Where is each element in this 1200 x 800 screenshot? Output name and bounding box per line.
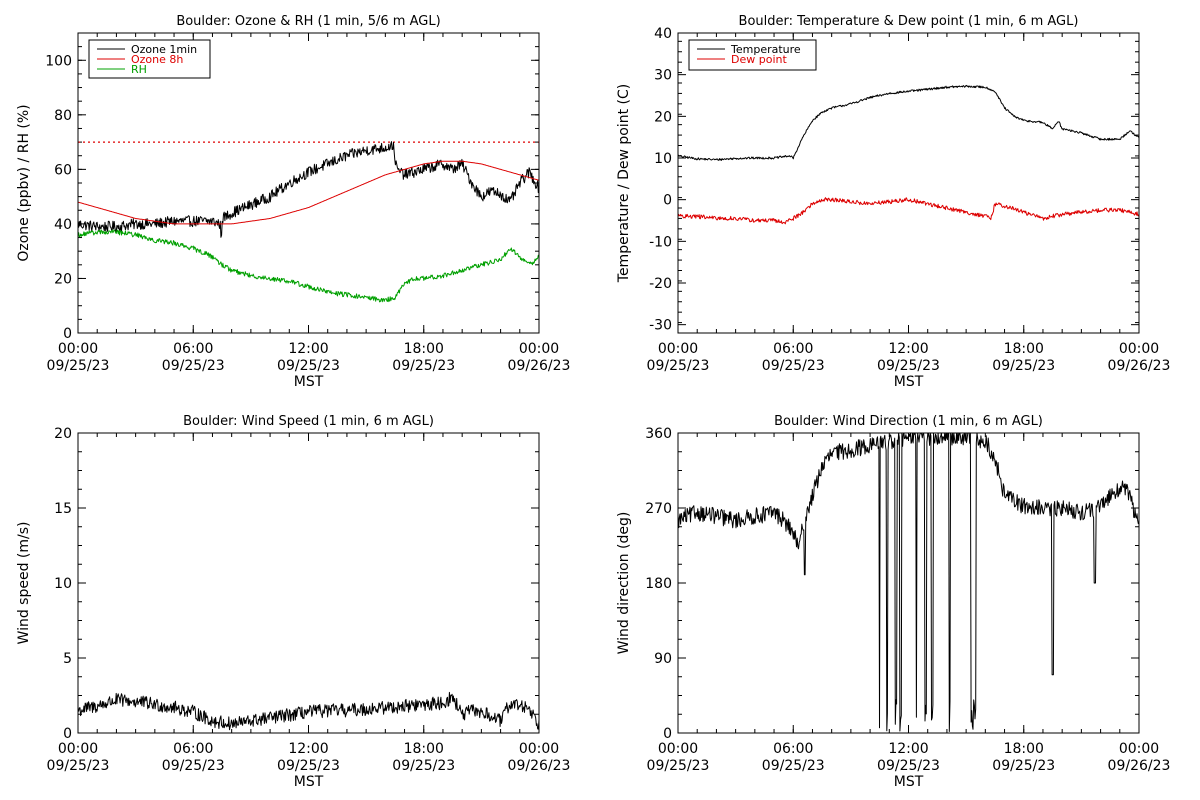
x-axis-label: MST: [894, 374, 924, 390]
x-tick-time-label: 00:00: [58, 341, 98, 357]
x-axis-label: MST: [894, 774, 924, 790]
y-tick-label: 10: [54, 576, 72, 592]
y-tick-label: 10: [654, 151, 672, 167]
legend-label: Dew point: [731, 53, 787, 66]
plot-frame: [677, 432, 1140, 734]
chart-title: Boulder: Wind Direction (1 min, 6 m AGL): [774, 414, 1043, 429]
y-tick-label: 20: [654, 109, 672, 125]
x-tick-time-label: 06:00: [173, 741, 213, 757]
series-line: [677, 84, 1140, 161]
legend-box: [688, 39, 817, 71]
x-tick-time-label: 06:00: [773, 741, 813, 757]
chart-title: Boulder: Ozone & RH (1 min, 5/6 m AGL): [176, 14, 440, 29]
y-tick-label: -10: [649, 234, 672, 250]
x-tick-date-label: 09/26/23: [1108, 758, 1171, 774]
y-axis-label: Temperature / Dew point (C): [616, 84, 632, 283]
y-tick-label: 40: [54, 217, 72, 233]
x-tick-time-label: 00:00: [58, 741, 98, 757]
y-tick-label: 180: [645, 576, 672, 592]
x-tick-date-label: 09/25/23: [47, 358, 110, 374]
y-tick-label: 60: [54, 162, 72, 178]
y-tick-label: 360: [645, 426, 672, 442]
x-tick-date-label: 09/25/23: [277, 758, 340, 774]
x-tick-time-label: 00:00: [519, 341, 559, 357]
series-line: [677, 432, 1140, 732]
chart-title: Boulder: Temperature & Dew point (1 min,…: [739, 14, 1079, 29]
x-tick-time-label: 18:00: [1004, 741, 1044, 757]
plot-frame: [77, 432, 540, 734]
legend-label: Temperature: [730, 43, 801, 56]
x-axis-label: MST: [294, 774, 324, 790]
y-tick-label: 0: [63, 326, 72, 342]
y-tick-label: 20: [54, 426, 72, 442]
y-tick-label: -20: [649, 276, 672, 292]
x-tick-time-label: 00:00: [658, 341, 698, 357]
y-tick-label: 90: [654, 651, 672, 667]
chart-title: Boulder: Wind Speed (1 min, 6 m AGL): [183, 414, 434, 429]
x-tick-date-label: 09/25/23: [162, 358, 225, 374]
y-tick-label: 5: [63, 651, 72, 667]
x-axis-label: MST: [294, 374, 324, 390]
y-axis-label: Wind speed (m/s): [16, 522, 32, 645]
x-tick-date-label: 09/25/23: [877, 758, 940, 774]
y-tick-label: 80: [54, 108, 72, 124]
y-tick-label: 0: [663, 726, 672, 742]
y-axis-label: Ozone (ppbv) / RH (%): [16, 104, 32, 261]
y-tick-label: -30: [649, 318, 672, 334]
x-tick-time-label: 18:00: [404, 741, 444, 757]
x-tick-date-label: 09/26/23: [508, 358, 571, 374]
x-tick-date-label: 09/25/23: [992, 758, 1055, 774]
y-tick-label: 30: [654, 68, 672, 84]
x-tick-date-label: 09/26/23: [1108, 358, 1171, 374]
x-tick-time-label: 00:00: [1119, 741, 1159, 757]
y-tick-label: 15: [54, 501, 72, 517]
plot-frame: [677, 32, 1140, 334]
x-tick-time-label: 06:00: [173, 341, 213, 357]
x-tick-date-label: 09/25/23: [392, 758, 455, 774]
x-tick-date-label: 09/25/23: [277, 358, 340, 374]
x-tick-time-label: 18:00: [404, 341, 444, 357]
y-tick-label: 100: [45, 53, 72, 69]
x-tick-date-label: 09/25/23: [647, 758, 710, 774]
x-tick-time-label: 00:00: [519, 741, 559, 757]
x-tick-date-label: 09/25/23: [762, 358, 825, 374]
x-tick-date-label: 09/26/23: [508, 758, 571, 774]
legend-label: Ozone 8h: [131, 53, 183, 66]
y-tick-label: 40: [654, 26, 672, 42]
series-line: [677, 197, 1140, 225]
x-tick-time-label: 18:00: [1004, 341, 1044, 357]
x-tick-date-label: 09/25/23: [162, 758, 225, 774]
x-tick-time-label: 12:00: [288, 741, 328, 757]
x-tick-date-label: 09/25/23: [47, 758, 110, 774]
x-tick-time-label: 06:00: [773, 341, 813, 357]
y-tick-label: 0: [663, 193, 672, 209]
series-line: [77, 160, 540, 225]
x-tick-date-label: 09/25/23: [647, 358, 710, 374]
x-tick-time-label: 12:00: [888, 741, 928, 757]
x-tick-time-label: 00:00: [658, 741, 698, 757]
series-line: [77, 229, 540, 303]
y-tick-label: 0: [63, 726, 72, 742]
x-tick-date-label: 09/25/23: [877, 358, 940, 374]
y-axis-label: Wind direction (deg): [616, 512, 632, 655]
x-tick-time-label: 12:00: [888, 341, 928, 357]
x-tick-date-label: 09/25/23: [392, 358, 455, 374]
plot-frame: [77, 32, 540, 334]
x-tick-date-label: 09/25/23: [762, 758, 825, 774]
x-tick-time-label: 12:00: [288, 341, 328, 357]
y-tick-label: 20: [54, 271, 72, 287]
legend-label: Ozone 1min: [131, 43, 197, 56]
legend-label: RH: [131, 63, 147, 76]
x-tick-time-label: 00:00: [1119, 341, 1159, 357]
series-line: [77, 691, 540, 731]
y-tick-label: 270: [645, 501, 672, 517]
series-line: [77, 141, 540, 238]
x-tick-date-label: 09/25/23: [992, 358, 1055, 374]
